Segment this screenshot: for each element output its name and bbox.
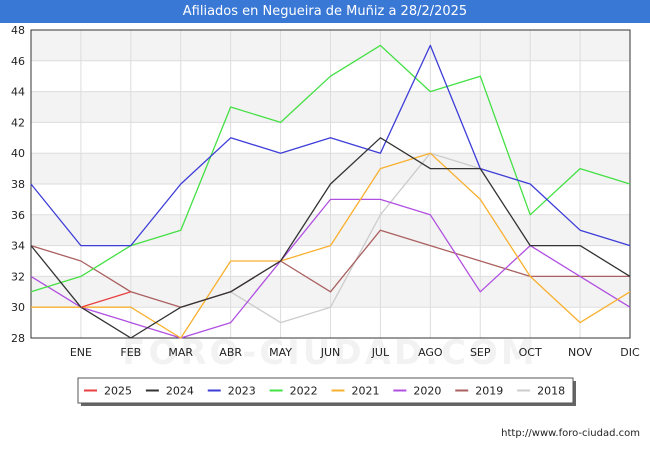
x-tick-label: MAR: [168, 346, 193, 359]
watermark: FORO-CIUDAD.COM: [122, 333, 538, 373]
legend-label-2025: 2025: [104, 385, 132, 398]
y-tick-label: 40: [11, 147, 25, 160]
y-tick-label: 42: [11, 116, 25, 129]
y-tick-label: 34: [11, 240, 25, 253]
x-tick-label: JUN: [320, 346, 341, 359]
series-line-2025: [80, 291, 131, 308]
legend-label-2018: 2018: [537, 385, 565, 398]
legend-label-2020: 2020: [413, 385, 441, 398]
x-tick-label: SEP: [470, 346, 491, 359]
x-tick-label: ABR: [219, 346, 242, 359]
series-line-2024: [30, 137, 631, 339]
legend-label-2019: 2019: [475, 385, 503, 398]
y-tick-label: 32: [11, 270, 25, 283]
footer-url[interactable]: http://www.foro-ciudad.com: [501, 428, 640, 439]
chart-title: Afiliados en Negueira de Muñiz a 28/2/20…: [0, 0, 650, 23]
y-tick-label: 38: [11, 178, 25, 191]
y-tick-label: 44: [11, 86, 25, 99]
legend-label-2021: 2021: [352, 385, 380, 398]
legend: 2025 2024 2023 2022 2021 2020 2019 2018: [77, 377, 576, 406]
y-tick-label: 48: [11, 24, 25, 37]
x-tick-label: MAY: [269, 346, 292, 359]
series-line-2023: [30, 44, 631, 247]
y-axis-labels: 28 30 32 34 36 38 40 42 44 46 48: [11, 24, 25, 345]
x-axis-labels: ENE FEB MAR ABR MAY JUN JUL AGO SEP OCT NOV DIC: [70, 346, 640, 359]
y-tick-label: 30: [11, 301, 25, 314]
y-tick-label: 36: [11, 209, 25, 222]
series-line-2021: [31, 152, 631, 339]
legend-box: [77, 377, 574, 404]
legend-label-2024: 2024: [166, 385, 194, 398]
x-tick-label: FEB: [120, 346, 141, 359]
x-tick-label: AGO: [418, 346, 443, 359]
x-tick-label: DIC: [620, 346, 640, 359]
series-lines: [30, 44, 631, 339]
x-tick-label: ENE: [70, 346, 92, 359]
y-tick-label: 28: [11, 332, 25, 345]
x-tick-label: NOV: [568, 346, 593, 359]
x-tick-label: OCT: [519, 346, 542, 359]
x-tick-label: JUL: [371, 346, 390, 359]
legend-label-2022: 2022: [290, 385, 318, 398]
legend-label-2023: 2023: [228, 385, 256, 398]
y-tick-label: 46: [11, 55, 25, 68]
